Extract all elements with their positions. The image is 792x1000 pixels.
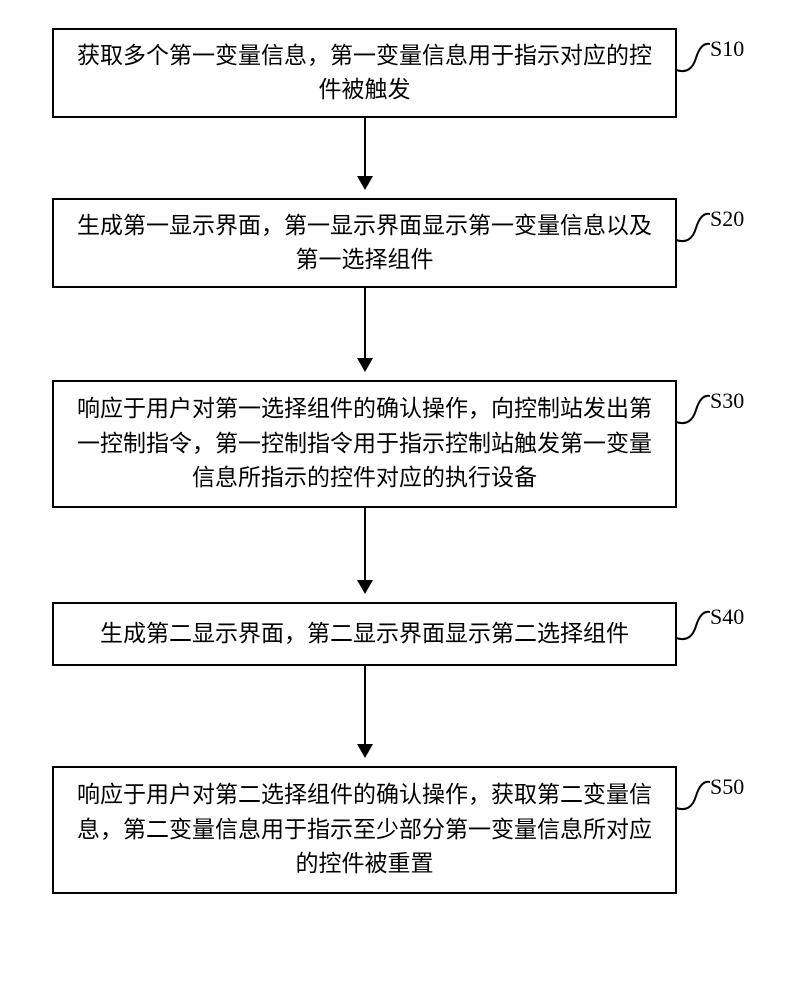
step-label: S30 xyxy=(710,388,744,414)
flowchart-arrow xyxy=(364,508,366,592)
flowchart-step-box: 响应于用户对第一选择组件的确认操作，向控制站发出第一控制指令，第一控制指令用于指… xyxy=(52,380,677,508)
label-connector xyxy=(676,40,712,80)
step-text: 响应于用户对第二选择组件的确认操作，获取第二变量信息，第二变量信息用于指示至少部… xyxy=(74,778,655,882)
flowchart-arrow xyxy=(364,118,366,188)
label-connector xyxy=(676,210,712,250)
label-connector xyxy=(676,392,712,432)
flowchart-step-box: 响应于用户对第二选择组件的确认操作，获取第二变量信息，第二变量信息用于指示至少部… xyxy=(52,766,677,894)
step-text: 响应于用户对第一选择组件的确认操作，向控制站发出第一控制指令，第一控制指令用于指… xyxy=(74,392,655,496)
step-text: 生成第一显示界面，第一显示界面显示第一变量信息以及第一选择组件 xyxy=(74,209,655,278)
flowchart-step-box: 获取多个第一变量信息，第一变量信息用于指示对应的控件被触发 xyxy=(52,28,677,118)
flowchart-step-box: 生成第二显示界面，第二显示界面显示第二选择组件 xyxy=(52,602,677,666)
label-connector xyxy=(676,608,712,648)
flowchart-container: 获取多个第一变量信息，第一变量信息用于指示对应的控件被触发 S10 生成第一显示… xyxy=(0,0,792,1000)
flowchart-arrow xyxy=(364,666,366,756)
step-text: 获取多个第一变量信息，第一变量信息用于指示对应的控件被触发 xyxy=(74,39,655,108)
step-label: S10 xyxy=(710,36,744,62)
step-text: 生成第二显示界面，第二显示界面显示第二选择组件 xyxy=(100,617,629,652)
step-label: S50 xyxy=(710,774,744,800)
step-label: S40 xyxy=(710,604,744,630)
flowchart-arrow xyxy=(364,288,366,370)
label-connector xyxy=(676,778,712,818)
flowchart-step-box: 生成第一显示界面，第一显示界面显示第一变量信息以及第一选择组件 xyxy=(52,198,677,288)
step-label: S20 xyxy=(710,206,744,232)
